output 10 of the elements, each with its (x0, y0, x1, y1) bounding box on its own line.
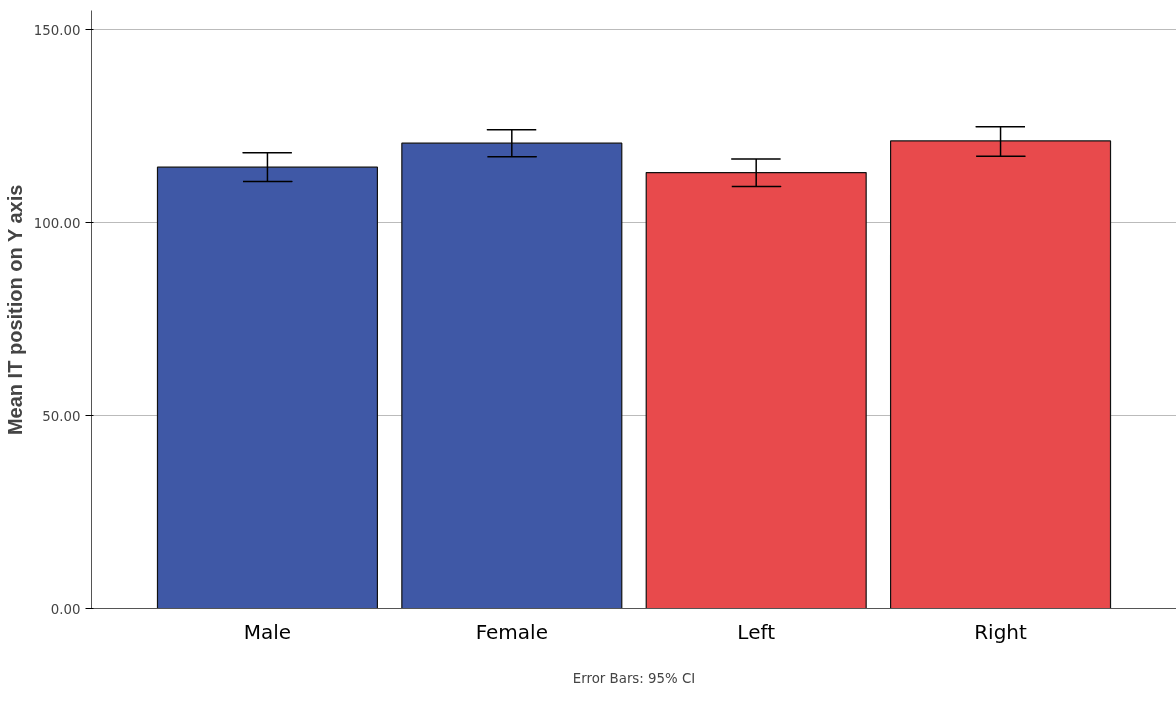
y-tick-label: 0.00 (50, 601, 81, 617)
y-tick-label: 100.00 (33, 215, 81, 231)
x-tick-label: Female (475, 619, 548, 644)
x-tick-label: Right (974, 619, 1028, 644)
x-tick-label: Male (243, 619, 292, 644)
text: Error Bars: 95% CI (572, 671, 696, 686)
x-tick-label: Left (737, 619, 776, 644)
y-tick-label: 150.00 (33, 22, 81, 38)
y-tick-label: 50.00 (42, 408, 81, 424)
y-axis-title: Mean IT position on Y axis (3, 184, 26, 436)
